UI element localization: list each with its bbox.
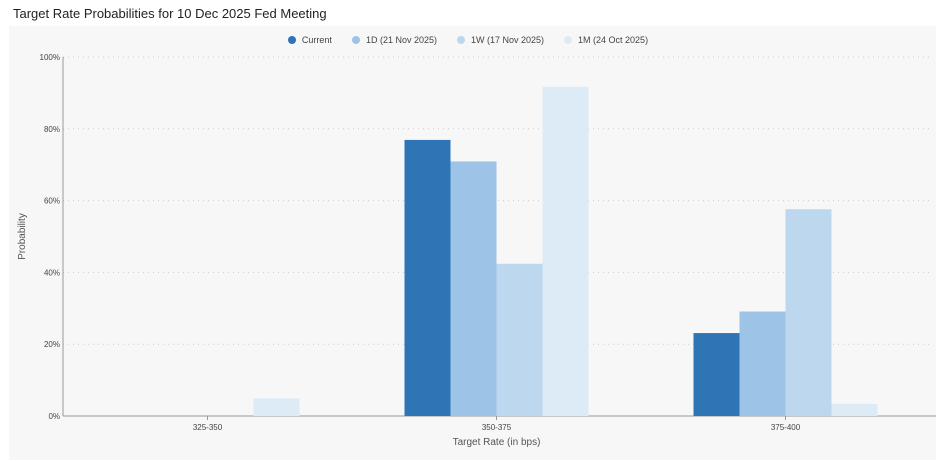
bar	[542, 86, 589, 416]
y-tick-label: 40%	[44, 268, 60, 277]
legend-swatch-1m	[564, 36, 573, 44]
legend-label-1d: 1D (21 Nov 2025)	[365, 35, 437, 45]
legend-item-current[interactable]: Current	[287, 35, 332, 45]
y-tick-label: 100%	[40, 53, 60, 62]
y-tick-label: 60%	[44, 197, 60, 206]
x-tick-label: 375-400	[771, 423, 801, 432]
legend-item-1w[interactable]: 1W (17 Nov 2025)	[456, 35, 545, 45]
bar	[739, 311, 786, 416]
y-tick-label: 80%	[44, 125, 60, 134]
legend-item-1d[interactable]: 1D (21 Nov 2025)	[351, 35, 437, 45]
legend-swatch-current	[287, 36, 296, 44]
bar	[450, 161, 497, 416]
y-axis-label: Probability	[17, 213, 28, 260]
chart-legend: Current 1D (21 Nov 2025) 1W (17 Nov 2025…	[0, 35, 936, 45]
chart-title: Target Rate Probabilities for 10 Dec 202…	[13, 6, 327, 21]
bar	[496, 263, 543, 416]
bar	[253, 398, 300, 416]
bar	[785, 209, 832, 416]
x-axis-label: Target Rate (in bps)	[453, 437, 541, 448]
legend-swatch-1d	[351, 36, 360, 44]
y-tick-label: 20%	[44, 340, 60, 349]
bar	[404, 139, 451, 416]
x-tick-label: 325-350	[193, 423, 223, 432]
legend-label-current: Current	[301, 35, 332, 45]
bar	[831, 403, 878, 416]
legend-swatch-1w	[456, 36, 465, 44]
bar	[693, 333, 740, 416]
legend-label-1m: 1M (24 Oct 2025)	[578, 35, 649, 45]
legend-label-1w: 1W (17 Nov 2025)	[470, 35, 545, 45]
y-tick-label: 0%	[48, 412, 60, 421]
x-tick-label: 350-375	[482, 423, 512, 432]
legend-item-1m[interactable]: 1M (24 Oct 2025)	[564, 35, 648, 45]
